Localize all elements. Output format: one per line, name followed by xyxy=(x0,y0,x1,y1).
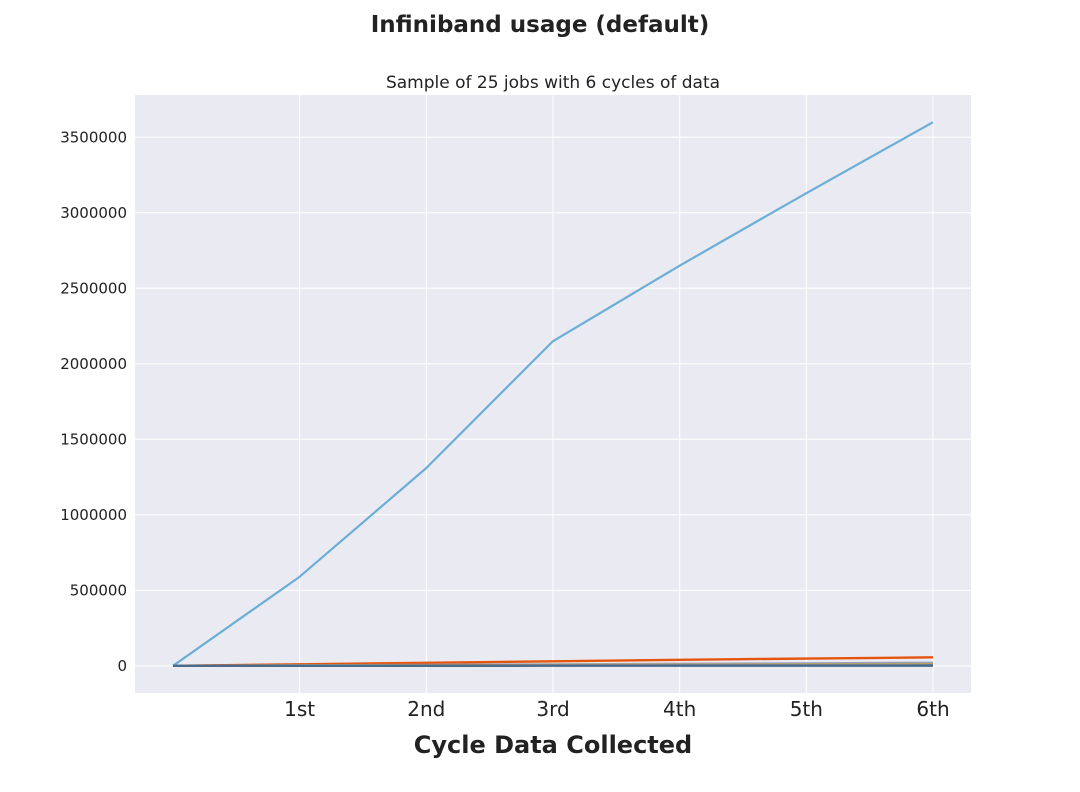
x-tick-label: 1st xyxy=(284,697,315,721)
y-tick-label: 3000000 xyxy=(60,204,127,222)
y-tick-label: 2500000 xyxy=(60,279,127,297)
series-line-1 xyxy=(172,121,934,667)
x-axis-label: Cycle Data Collected xyxy=(413,731,693,759)
x-tick-label: 4th xyxy=(663,697,696,721)
chart-title: Sample of 25 jobs with 6 cycles of data xyxy=(385,73,721,93)
y-tick-label: 3500000 xyxy=(60,128,127,146)
x-axis: 1st 2nd 3rd 4th 5th 6th xyxy=(284,697,949,721)
y-tick-label: 1500000 xyxy=(60,430,127,448)
y-tick-label: 2000000 xyxy=(60,355,127,373)
x-tick-label: 3rd xyxy=(536,697,569,721)
figure-title: Infiniband usage (default) xyxy=(370,12,710,38)
y-axis: 0 500000 1000000 1500000 2000000 2500000 30000… xyxy=(60,128,127,675)
y-tick-label: 1000000 xyxy=(60,506,127,524)
x-tick-label: 6th xyxy=(916,697,949,721)
x-tick-label: 2nd xyxy=(407,697,445,721)
series-lines xyxy=(172,121,934,668)
grid-lines xyxy=(135,95,971,693)
x-tick-label: 5th xyxy=(790,697,823,721)
y-tick-label: 500000 xyxy=(70,581,127,599)
y-tick-label: 0 xyxy=(117,657,127,675)
